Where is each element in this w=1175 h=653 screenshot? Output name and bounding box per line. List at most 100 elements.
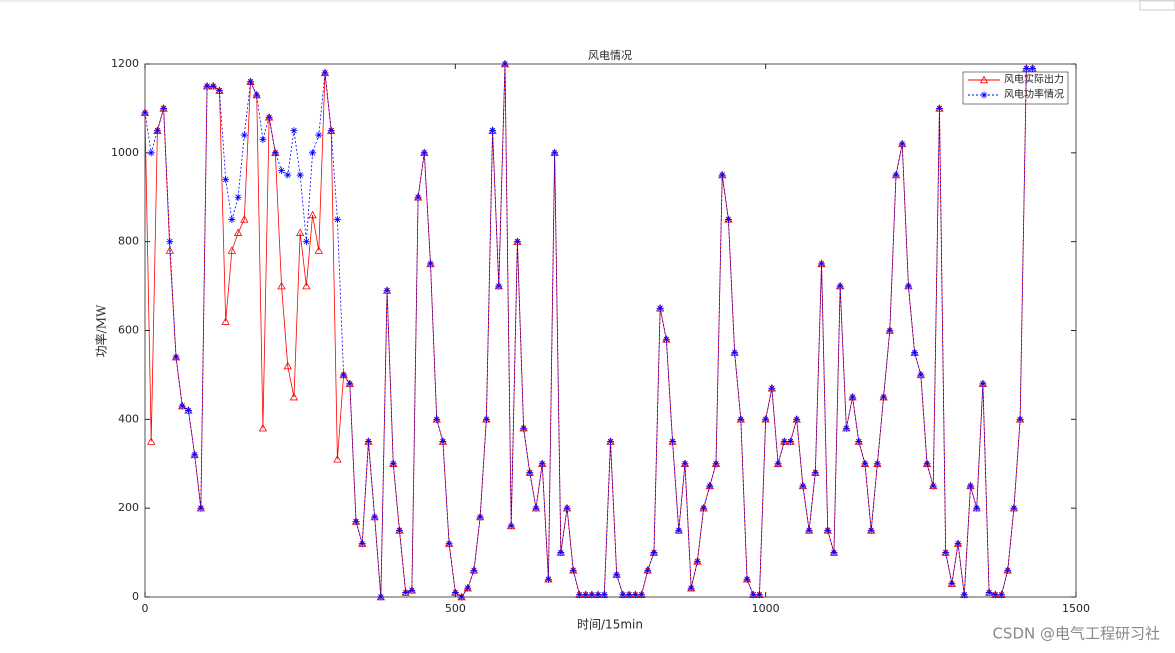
marker: [873, 460, 881, 468]
marker: [296, 171, 304, 179]
marker: [966, 482, 974, 490]
marker: [929, 482, 937, 490]
y-tick-label: 1200: [111, 57, 139, 70]
marker: [619, 591, 627, 599]
marker: [295, 228, 305, 236]
marker: [613, 571, 621, 579]
marker: [656, 304, 664, 312]
marker: [700, 504, 708, 512]
x-tick-label: 1500: [1062, 602, 1090, 615]
marker: [172, 353, 180, 361]
marker: [253, 91, 261, 99]
marker: [166, 238, 174, 246]
marker: [861, 460, 869, 468]
marker: [892, 171, 900, 179]
marker: [234, 193, 242, 201]
marker: [786, 438, 794, 446]
marker: [1029, 64, 1037, 72]
marker: [737, 415, 745, 423]
legend-label: 风电实际出力: [1004, 73, 1064, 86]
marker: [227, 246, 237, 254]
marker: [240, 131, 248, 139]
marker: [662, 335, 670, 343]
marker: [364, 438, 372, 446]
y-tick-label: 600: [118, 324, 139, 337]
marker: [774, 460, 782, 468]
marker: [675, 526, 683, 534]
marker: [979, 380, 987, 388]
marker: [184, 406, 192, 414]
marker: [222, 175, 230, 183]
marker: [215, 87, 223, 95]
chart-title: 风电情况: [588, 49, 632, 62]
marker: [712, 460, 720, 468]
marker: [470, 566, 478, 574]
marker: [743, 575, 751, 583]
marker: [271, 149, 279, 157]
marker: [749, 591, 757, 599]
marker: [755, 591, 763, 599]
marker: [147, 149, 155, 157]
marker: [638, 591, 646, 599]
marker: [333, 215, 341, 223]
marker: [258, 423, 268, 432]
marker: [489, 127, 497, 135]
marker: [160, 104, 168, 112]
marker: [427, 260, 435, 268]
marker: [923, 460, 931, 468]
x-tick-label: 500: [445, 602, 466, 615]
marker: [991, 591, 999, 599]
marker: [911, 349, 919, 357]
marker: [147, 437, 156, 445]
marker: [209, 82, 217, 90]
marker: [221, 317, 230, 325]
y-tick-label: 1000: [111, 146, 139, 159]
marker: [439, 438, 447, 446]
marker: [191, 451, 199, 459]
marker: [309, 149, 317, 157]
marker: [768, 384, 776, 392]
marker: [371, 513, 379, 521]
marker: [582, 591, 590, 599]
marker: [811, 469, 819, 477]
marker: [333, 454, 342, 463]
marker: [824, 526, 832, 534]
marker: [799, 482, 807, 490]
marker: [1022, 64, 1030, 72]
marker: [942, 549, 950, 557]
marker: [849, 393, 857, 401]
marker: [1010, 504, 1018, 512]
marker: [563, 504, 571, 512]
legend-marker: [979, 75, 989, 84]
x-tick-label: 0: [142, 602, 149, 615]
marker: [501, 60, 509, 68]
marker: [898, 140, 906, 148]
marker: [731, 349, 739, 357]
marker: [458, 593, 466, 601]
marker: [308, 210, 317, 219]
x-axis-label: 时间/15min: [577, 618, 643, 632]
marker: [482, 415, 490, 423]
marker: [960, 591, 968, 599]
marker: [414, 193, 422, 201]
marker: [575, 591, 583, 599]
marker: [203, 82, 211, 90]
marker: [315, 131, 323, 139]
marker: [793, 415, 801, 423]
y-tick-label: 200: [118, 501, 139, 514]
marker: [594, 591, 602, 599]
marker: [283, 361, 292, 370]
marker: [302, 281, 311, 290]
marker: [228, 215, 236, 223]
marker: [402, 589, 410, 597]
marker: [290, 127, 298, 135]
marker: [321, 69, 329, 77]
marker: [998, 591, 1006, 599]
marker: [240, 215, 249, 223]
marker: [247, 78, 255, 86]
marker: [569, 566, 577, 574]
marker: [532, 504, 540, 512]
marker: [551, 149, 559, 157]
